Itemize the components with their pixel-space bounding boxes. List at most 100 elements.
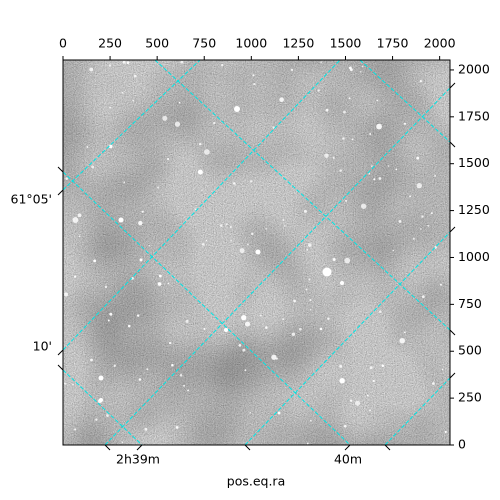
star bbox=[310, 419, 312, 422]
star bbox=[90, 358, 93, 362]
star bbox=[371, 165, 373, 167]
star bbox=[251, 232, 254, 236]
star bbox=[138, 220, 143, 226]
star bbox=[305, 288, 308, 291]
star bbox=[108, 144, 113, 149]
star bbox=[109, 312, 113, 316]
star bbox=[309, 309, 312, 311]
y-tick-label: 1250 bbox=[458, 202, 490, 217]
x-tick-label: 500 bbox=[145, 36, 169, 51]
star bbox=[421, 295, 425, 299]
star bbox=[63, 382, 67, 385]
star bbox=[409, 195, 412, 198]
star bbox=[123, 181, 126, 184]
star bbox=[146, 368, 149, 371]
star bbox=[392, 249, 395, 252]
dec-tick-label: 61°05' bbox=[11, 192, 53, 207]
star bbox=[348, 66, 352, 70]
star bbox=[348, 97, 351, 100]
star bbox=[416, 183, 422, 189]
y-tick-label: 1000 bbox=[458, 249, 490, 264]
star bbox=[95, 418, 98, 421]
star bbox=[241, 315, 247, 321]
star bbox=[205, 239, 208, 242]
star bbox=[118, 217, 124, 223]
star bbox=[98, 375, 104, 381]
star bbox=[246, 243, 249, 246]
star bbox=[343, 424, 347, 428]
x-tick-label: 0 bbox=[59, 36, 67, 51]
dec-tick bbox=[449, 82, 456, 89]
star bbox=[327, 317, 330, 320]
star bbox=[234, 106, 240, 112]
ra-tick-label: 2h39m bbox=[116, 452, 160, 467]
star bbox=[239, 248, 245, 254]
star bbox=[74, 275, 77, 278]
star bbox=[432, 382, 435, 385]
star bbox=[376, 99, 379, 102]
star bbox=[416, 156, 420, 160]
star bbox=[381, 364, 385, 368]
star bbox=[255, 249, 261, 255]
star bbox=[121, 441, 124, 444]
grid-line bbox=[104, 87, 450, 445]
star bbox=[332, 258, 336, 261]
x-tick-label: 250 bbox=[98, 36, 122, 51]
star bbox=[439, 283, 442, 286]
star bbox=[325, 108, 329, 112]
star bbox=[104, 285, 108, 289]
star bbox=[265, 326, 268, 329]
star bbox=[168, 341, 172, 345]
star bbox=[201, 243, 205, 246]
star bbox=[220, 63, 224, 67]
star bbox=[93, 259, 97, 263]
star bbox=[187, 389, 189, 392]
star bbox=[108, 64, 112, 67]
star bbox=[157, 186, 160, 189]
star bbox=[387, 165, 390, 167]
star bbox=[290, 68, 294, 72]
dec-tick bbox=[449, 372, 456, 379]
dec-tick bbox=[449, 141, 456, 148]
star bbox=[99, 398, 103, 402]
star bbox=[198, 142, 202, 146]
star bbox=[232, 182, 236, 185]
star bbox=[332, 156, 335, 159]
world-grid bbox=[63, 60, 450, 445]
grid-line bbox=[63, 60, 201, 191]
star bbox=[91, 165, 95, 169]
star bbox=[343, 110, 346, 114]
star bbox=[309, 299, 312, 302]
x-tick-label: 1500 bbox=[330, 36, 362, 51]
star bbox=[126, 61, 130, 65]
star bbox=[106, 414, 109, 417]
star bbox=[419, 79, 422, 83]
star bbox=[204, 149, 210, 155]
star bbox=[133, 74, 137, 78]
star bbox=[369, 366, 373, 370]
star bbox=[360, 203, 367, 209]
dec-tick-label: 10' bbox=[33, 339, 52, 354]
y-tick-label: 0 bbox=[458, 437, 466, 452]
dec-tick bbox=[57, 189, 64, 196]
grid-line bbox=[154, 60, 450, 331]
star bbox=[403, 122, 407, 125]
star bbox=[298, 327, 302, 331]
star bbox=[368, 172, 371, 175]
star bbox=[307, 243, 312, 247]
star bbox=[293, 299, 296, 303]
star bbox=[127, 324, 131, 328]
star bbox=[64, 292, 69, 297]
star bbox=[229, 225, 232, 228]
star bbox=[376, 123, 382, 130]
star bbox=[395, 168, 398, 171]
star bbox=[144, 427, 148, 431]
star bbox=[179, 374, 183, 377]
star bbox=[372, 379, 375, 383]
star bbox=[421, 215, 424, 218]
star bbox=[359, 70, 362, 73]
ra-tick bbox=[384, 444, 391, 451]
star bbox=[178, 101, 181, 104]
